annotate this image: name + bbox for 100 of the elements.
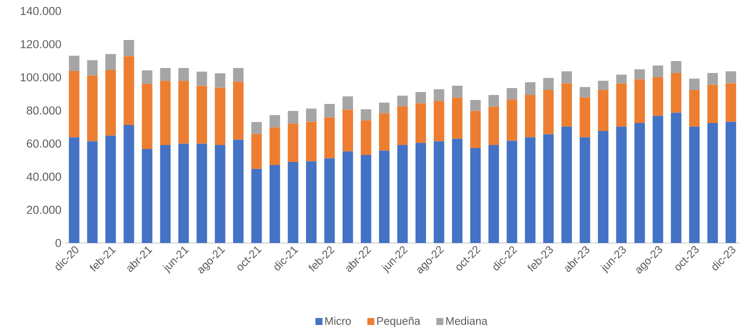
bar — [470, 110, 481, 148]
bar — [160, 68, 171, 81]
bar — [196, 144, 208, 243]
bar — [306, 122, 317, 162]
bar — [379, 102, 390, 114]
bar — [488, 106, 499, 146]
bar — [524, 82, 536, 96]
bar — [124, 125, 134, 243]
bar — [178, 144, 189, 243]
bar — [543, 134, 554, 243]
bar — [434, 100, 444, 142]
bar — [251, 134, 262, 169]
bar — [452, 98, 462, 139]
bar — [342, 151, 354, 243]
bar — [524, 95, 536, 138]
bar — [270, 164, 280, 243]
bar — [506, 88, 518, 100]
bar — [251, 168, 262, 243]
legend-label: Mediana — [446, 316, 488, 325]
bar — [689, 90, 700, 127]
bar — [342, 96, 354, 110]
bar — [580, 137, 590, 243]
bar — [598, 80, 608, 90]
bar — [524, 137, 536, 243]
bar — [598, 90, 608, 131]
bar — [379, 150, 390, 243]
bar — [68, 56, 80, 71]
bar — [306, 108, 317, 122]
bar — [561, 126, 572, 243]
bar — [196, 86, 208, 144]
bar — [634, 69, 645, 80]
y-tick-label: 0 — [56, 238, 62, 248]
bar — [105, 136, 116, 243]
bar — [105, 54, 116, 70]
bar — [580, 87, 590, 98]
bar — [233, 68, 244, 82]
bar — [324, 158, 335, 243]
bar — [488, 95, 499, 107]
bar — [105, 70, 116, 136]
bar — [652, 66, 664, 77]
bar — [360, 120, 372, 155]
bar — [233, 82, 244, 140]
bar — [580, 97, 590, 138]
bar — [707, 84, 718, 124]
bar — [689, 126, 700, 243]
bar — [726, 83, 736, 122]
bar — [670, 61, 682, 73]
bar — [251, 122, 262, 134]
bar — [689, 78, 700, 90]
legend-label: Pequeña — [377, 316, 420, 327]
bar — [652, 76, 664, 116]
bar — [68, 137, 80, 243]
bar — [324, 117, 335, 158]
bar — [726, 71, 736, 84]
bar — [543, 78, 554, 90]
y-tick-label: 60.000 — [26, 139, 62, 148]
bar — [142, 84, 152, 150]
y-tick-label: 40.000 — [26, 172, 62, 181]
bar — [543, 90, 554, 134]
bar — [434, 141, 444, 243]
bar — [360, 154, 372, 243]
bar — [233, 140, 244, 243]
bar — [598, 130, 608, 243]
y-tick-label: 100.000 — [20, 73, 62, 82]
bar — [452, 86, 462, 98]
bar — [506, 100, 518, 141]
bar — [87, 76, 98, 142]
bar — [397, 96, 408, 106]
bar — [178, 68, 189, 81]
y-tick-label: 80.000 — [26, 106, 62, 114]
bar — [416, 103, 426, 143]
bar — [416, 92, 426, 104]
y-tick-label: 20.000 — [26, 206, 62, 214]
bar — [506, 140, 518, 243]
bar — [142, 149, 152, 243]
bar — [87, 141, 98, 243]
bar — [652, 116, 664, 243]
bar — [616, 74, 627, 84]
bar — [616, 84, 627, 127]
bar — [214, 73, 226, 88]
bar — [488, 145, 499, 243]
bar — [707, 123, 718, 243]
bar — [634, 79, 645, 124]
bar — [416, 142, 426, 243]
bar — [270, 115, 280, 128]
bar — [670, 72, 682, 113]
bar — [707, 72, 718, 85]
bar — [616, 126, 627, 243]
y-tick-label: 140.000 — [20, 6, 62, 16]
bar — [434, 89, 444, 101]
bar — [142, 70, 152, 84]
bar — [397, 145, 408, 243]
bar — [452, 138, 462, 243]
bar — [561, 83, 572, 127]
bar — [288, 162, 298, 243]
bar — [124, 56, 134, 125]
bar — [324, 104, 335, 118]
bar — [470, 148, 481, 243]
bar — [561, 71, 572, 84]
bar — [160, 145, 171, 243]
